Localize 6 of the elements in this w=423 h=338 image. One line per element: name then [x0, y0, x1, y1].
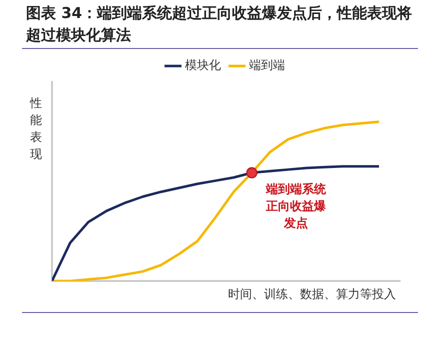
chart-title: 图表 34：端到端系统超过正向收益爆发点后，性能表现将超过模块化算法	[26, 3, 414, 46]
legend-label: 模块化	[185, 58, 221, 72]
y-axis-title: 性能表现	[29, 96, 42, 162]
legend-label: 端到端	[249, 58, 285, 72]
annotation: 端到端系统正向收益爆发点	[264, 182, 327, 230]
x-axis-title: 时间、训练、数据、算力等投入	[228, 287, 396, 302]
